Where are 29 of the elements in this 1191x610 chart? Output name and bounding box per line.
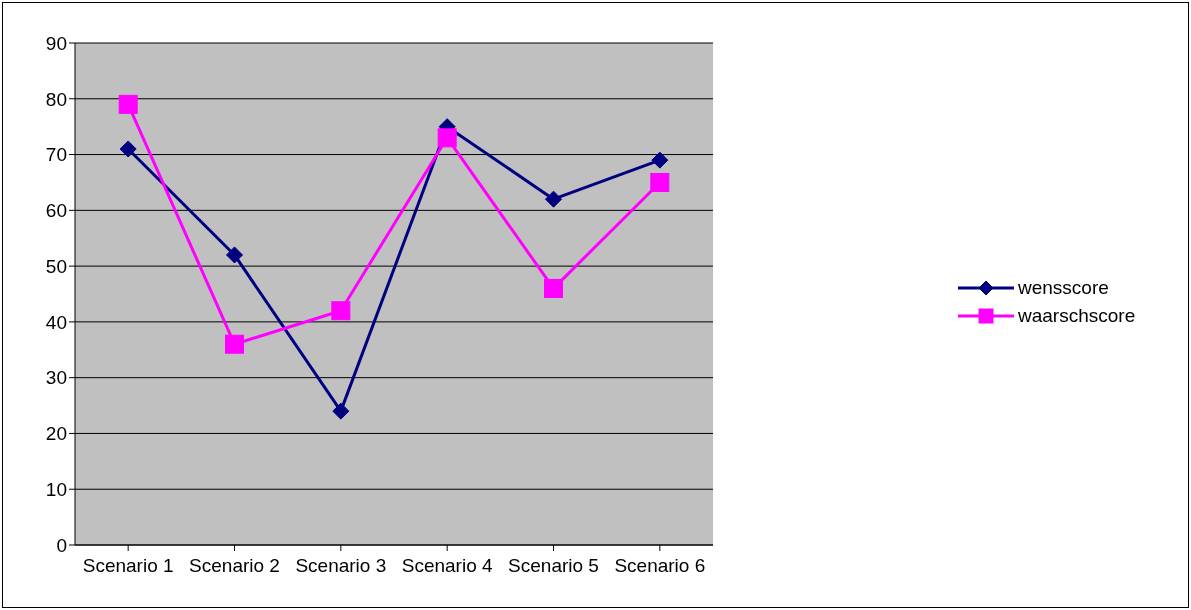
point [331,301,351,321]
point [650,172,670,192]
legend-label: wensscore [1018,277,1109,299]
x-tick-label: Scenario 3 [295,555,387,577]
y-tick-label: 30 [45,367,67,389]
point [437,128,457,148]
y-tick-label: 40 [45,311,67,333]
point [545,190,562,208]
y-tick-label: 0 [56,534,67,556]
legend-label: waarschscore [1018,305,1136,327]
point [332,402,350,420]
y-tick-label: 10 [45,478,67,500]
point [225,334,244,354]
x-tick-label: Scenario 4 [401,555,494,577]
x-tick-label: Scenario 1 [82,555,174,577]
y-tick-label: 50 [45,255,67,277]
y-tick-label: 80 [45,88,67,110]
x-tick-label: Scenario 6 [614,555,706,577]
point [651,151,669,169]
x-tick-label: Scenario 5 [508,555,599,577]
point [226,246,243,264]
y-tick-label: 70 [45,144,67,166]
y-tick-label: 90 [45,32,67,54]
point [118,94,138,114]
y-tick-label: 20 [45,423,67,445]
y-tick-label: 60 [45,200,67,222]
point [544,278,563,298]
x-tick-label: Scenario 2 [189,555,280,577]
point [119,140,137,158]
